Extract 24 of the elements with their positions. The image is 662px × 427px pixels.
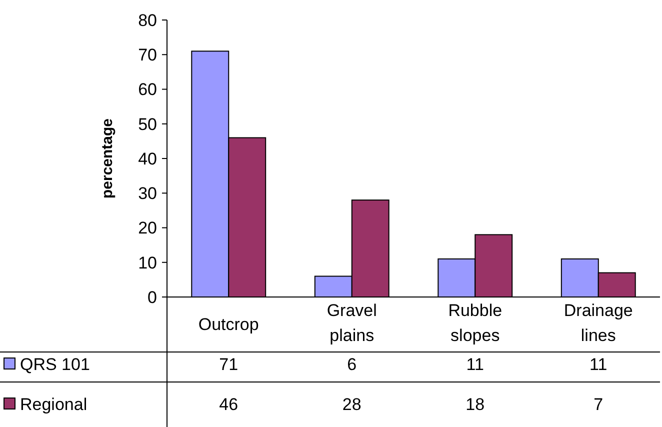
y-tick-label: 10 [138,253,157,272]
data-label: 46 [219,394,238,414]
data-label: 11 [590,354,608,374]
x-tick-label: Gravel plains [326,301,377,345]
data-label: 71 [219,354,238,374]
y-tick-label: 20 [138,218,157,238]
x-tick-label: Outcrop [198,315,259,334]
data-label: 28 [342,394,362,414]
data-label: 18 [466,394,485,414]
data-label: 7 [594,394,604,414]
y-tick-label: 80 [138,10,157,30]
y-tick-label: 70 [138,46,157,65]
y-tick-label: 0 [148,288,157,307]
y-axis-title: percentage [99,118,116,199]
x-tick-label: Rubble slopes [448,301,502,345]
data-label: 11 [466,354,484,374]
y-tick-label: 30 [138,184,157,204]
data-label: 6 [347,354,357,374]
y-tick-label: 50 [138,114,157,134]
x-tick-label: Drainage lines [564,301,633,345]
y-tick-label: 40 [138,149,157,168]
legend-label: Regional [20,394,88,414]
y-tick-label: 60 [138,80,157,100]
legend-label: QRS 101 [20,354,90,374]
